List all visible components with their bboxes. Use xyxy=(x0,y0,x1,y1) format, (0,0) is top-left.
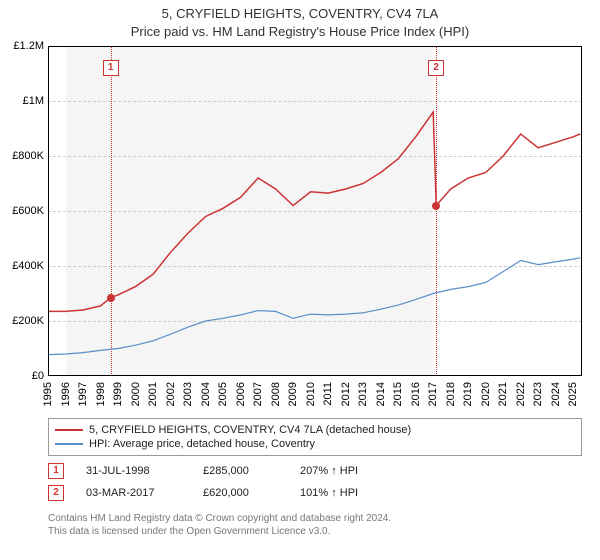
legend-swatch xyxy=(55,429,83,431)
event-row-pct: 207% ↑ HPI xyxy=(300,465,390,477)
event-row-price: £620,000 xyxy=(203,487,278,499)
event-row-index: 2 xyxy=(48,485,64,501)
event-row-pct: 101% ↑ HPI xyxy=(300,487,390,499)
legend: 5, CRYFIELD HEIGHTS, COVENTRY, CV4 7LA (… xyxy=(48,418,582,456)
legend-label: HPI: Average price, detached house, Cove… xyxy=(89,438,315,450)
event-row-date: 31-JUL-1998 xyxy=(86,465,181,477)
attribution-line2: This data is licensed under the Open Gov… xyxy=(48,525,391,538)
attribution-line1: Contains HM Land Registry data © Crown c… xyxy=(48,512,391,525)
plot-border xyxy=(48,46,582,376)
attribution-text: Contains HM Land Registry data © Crown c… xyxy=(48,512,391,538)
chart-container: 5, CRYFIELD HEIGHTS, COVENTRY, CV4 7LA P… xyxy=(0,0,600,560)
legend-swatch xyxy=(55,443,83,445)
event-row-price: £285,000 xyxy=(203,465,278,477)
event-row-index: 1 xyxy=(48,463,64,479)
legend-item: 5, CRYFIELD HEIGHTS, COVENTRY, CV4 7LA (… xyxy=(55,423,575,437)
events-table: 1 31-JUL-1998 £285,000 207% ↑ HPI 2 03-MAR-20… xyxy=(48,460,390,504)
event-row-date: 03-MAR-2017 xyxy=(86,487,181,499)
legend-item: HPI: Average price, detached house, Cove… xyxy=(55,437,575,451)
legend-label: 5, CRYFIELD HEIGHTS, COVENTRY, CV4 7LA (… xyxy=(89,424,411,436)
event-row: 2 03-MAR-2017 £620,000 101% ↑ HPI xyxy=(48,482,390,504)
event-row: 1 31-JUL-1998 £285,000 207% ↑ HPI xyxy=(48,460,390,482)
